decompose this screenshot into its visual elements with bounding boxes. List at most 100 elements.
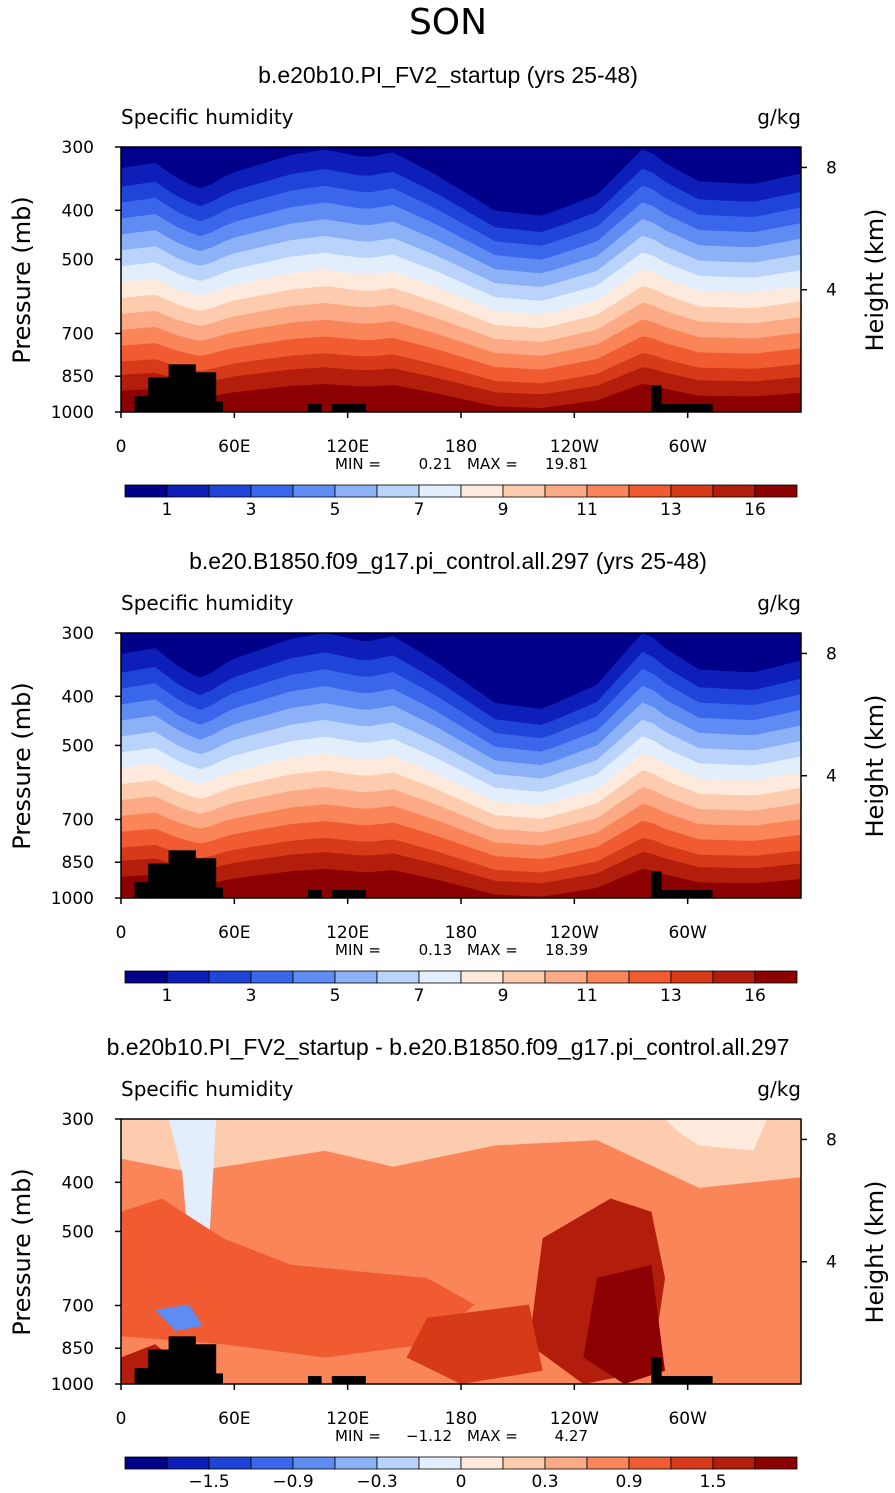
max-value: 18.39 <box>545 941 588 959</box>
y-tick-label: 500 <box>62 736 94 756</box>
y-tick-label: 400 <box>62 1173 94 1193</box>
colorbar-swatch <box>586 484 630 498</box>
x-tick-label: 180 <box>445 923 477 943</box>
colorbar-swatch <box>754 970 798 984</box>
colorbar-swatch <box>628 970 672 984</box>
colorbar-swatch <box>124 1456 168 1470</box>
y-tick-label: 500 <box>62 250 94 270</box>
colorbar-label: 13 <box>660 986 682 1006</box>
x-tick-label: 0 <box>116 1409 127 1429</box>
contour-field <box>121 147 801 412</box>
colorbar-swatch <box>502 970 546 984</box>
colorbar-label: 0.9 <box>615 1472 642 1492</box>
colorbar-label: 5 <box>330 500 341 520</box>
variable-label: Specific humidity <box>121 105 294 129</box>
colorbar-swatch <box>124 484 168 498</box>
colorbar-swatch <box>460 1456 504 1470</box>
colorbar-swatch <box>166 970 210 984</box>
colorbar-label: 0.3 <box>531 1472 558 1492</box>
colorbar-swatch <box>670 1456 714 1470</box>
colorbar-swatch <box>292 1456 336 1470</box>
max-value: 19.81 <box>545 455 588 473</box>
x-tick-label: 60E <box>218 923 250 943</box>
colorbar-swatch <box>544 970 588 984</box>
colorbar-label: −1.5 <box>188 1472 229 1492</box>
colorbar-swatch <box>754 484 798 498</box>
colorbar-swatch <box>586 970 630 984</box>
chart-panel-2: b.e20.B1850.f09_g17.pi_control.all.297 (… <box>8 548 889 1006</box>
colorbar-swatch <box>250 484 294 498</box>
colorbar-swatch <box>208 484 252 498</box>
y-tick-label: 300 <box>62 624 94 644</box>
y-right-axis-label: Height (km) <box>861 695 889 838</box>
colorbar-label: 11 <box>576 986 598 1006</box>
y-tick-label: 400 <box>62 687 94 707</box>
colorbar-label: 3 <box>246 500 257 520</box>
variable-label: Specific humidity <box>121 591 294 615</box>
units-label: g/kg <box>757 105 801 129</box>
colorbar-swatch <box>502 1456 546 1470</box>
chart-panel-3: b.e20b10.PI_FV2_startup - b.e20.B1850.f0… <box>8 1034 889 1492</box>
x-tick-label: 120E <box>326 923 369 943</box>
colorbar-label: −0.9 <box>272 1472 313 1492</box>
y-tick-label: 850 <box>62 853 94 873</box>
colorbar: 1 3 5 7 9 11 13 16 <box>124 484 798 520</box>
y-axis-label: Pressure (mb) <box>8 196 36 363</box>
colorbar-label: 1 <box>162 500 173 520</box>
colorbar-label: 16 <box>744 500 766 520</box>
min-label: MIN = <box>335 1427 381 1445</box>
colorbar-swatch <box>544 484 588 498</box>
colorbar-label: 9 <box>498 500 509 520</box>
min-value: −1.12 <box>406 1427 452 1445</box>
colorbar-label: 3 <box>246 986 257 1006</box>
colorbar: 1 3 5 7 9 11 13 16 <box>124 970 798 1006</box>
x-tick-label: 60E <box>218 1409 250 1429</box>
colorbar-swatch <box>376 970 420 984</box>
x-tick-label: 120E <box>326 1409 369 1429</box>
y-tick-label: 1000 <box>51 1375 94 1395</box>
x-tick-label: 60E <box>218 437 250 457</box>
units-label: g/kg <box>757 591 801 615</box>
colorbar-swatch <box>670 970 714 984</box>
y-tick-label: 300 <box>62 1110 94 1130</box>
y-tick-label: 700 <box>62 1296 94 1316</box>
colorbar-swatch <box>124 970 168 984</box>
x-tick-label: 180 <box>445 1409 477 1429</box>
colorbar-swatch <box>712 970 756 984</box>
colorbar-swatch <box>250 1456 294 1470</box>
y-tick-label: 700 <box>62 810 94 830</box>
x-tick-label: 120W <box>550 923 599 943</box>
season-title: SON <box>409 2 487 43</box>
colorbar-swatch <box>208 1456 252 1470</box>
colorbar-label: 16 <box>744 986 766 1006</box>
y-tick-label: 500 <box>62 1222 94 1242</box>
colorbar-label: 5 <box>330 986 341 1006</box>
colorbar-label: −0.3 <box>356 1472 397 1492</box>
y-tick-label: 1000 <box>51 889 94 909</box>
colorbar-swatch <box>712 1456 756 1470</box>
y-tick-label: 300 <box>62 138 94 158</box>
colorbar-swatch <box>418 970 462 984</box>
panel-title: b.e20b10.PI_FV2_startup - b.e20.B1850.f0… <box>107 1034 790 1060</box>
colorbar-label: 7 <box>414 500 425 520</box>
y-right-tick-label: 8 <box>826 158 837 178</box>
colorbar-swatch <box>418 484 462 498</box>
x-tick-label: 120E <box>326 437 369 457</box>
x-tick-label: 60W <box>668 923 707 943</box>
colorbar-swatch <box>292 484 336 498</box>
x-tick-label: 180 <box>445 437 477 457</box>
x-tick-label: 120W <box>550 437 599 457</box>
colorbar-swatch <box>670 484 714 498</box>
colorbar-swatch <box>460 970 504 984</box>
y-tick-label: 1000 <box>51 403 94 423</box>
colorbar-swatch <box>376 484 420 498</box>
min-value: 0.13 <box>419 941 452 959</box>
y-axis-label: Pressure (mb) <box>8 682 36 849</box>
y-right-tick-label: 8 <box>826 1130 837 1150</box>
x-tick-label: 120W <box>550 1409 599 1429</box>
x-tick-label: 0 <box>116 437 127 457</box>
colorbar-label: 11 <box>576 500 598 520</box>
colorbar-swatch <box>712 484 756 498</box>
y-tick-label: 700 <box>62 324 94 344</box>
min-value: 0.21 <box>419 455 452 473</box>
